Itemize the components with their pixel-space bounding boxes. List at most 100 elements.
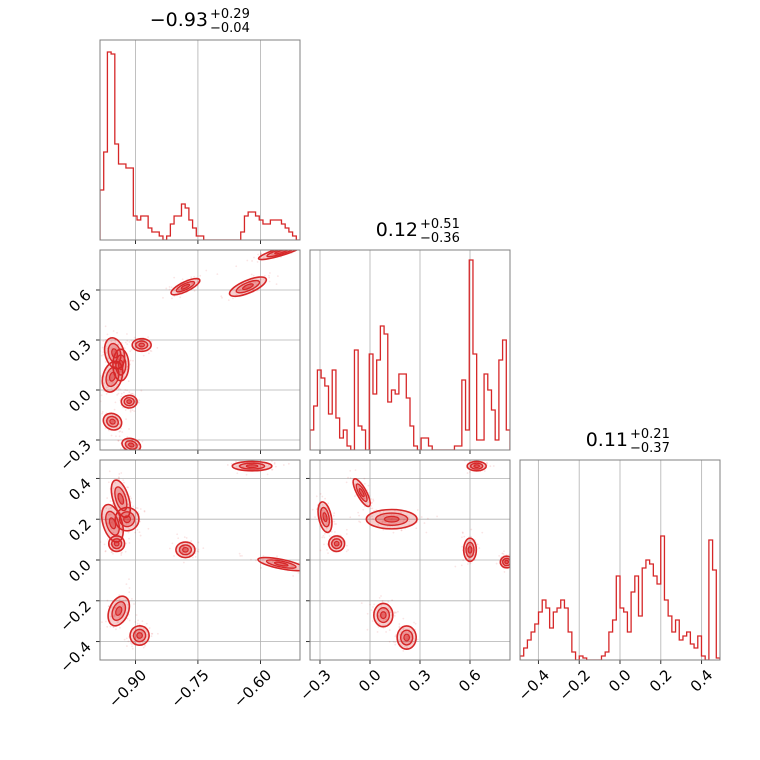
- scatter-point: [267, 464, 270, 467]
- contour-mid: [123, 396, 135, 407]
- scatter-point: [323, 515, 326, 518]
- scatter-point: [104, 325, 107, 328]
- scatter-point: [486, 461, 488, 464]
- scatter-point: [108, 354, 110, 357]
- scatter-point: [134, 346, 136, 349]
- contour-mid: [374, 512, 409, 527]
- scatter-point: [95, 505, 97, 507]
- contour-mid: [114, 486, 128, 512]
- scatter-point: [128, 587, 131, 589]
- scatter-point: [114, 542, 117, 545]
- scatter-point: [329, 541, 332, 544]
- scatter-point: [250, 558, 252, 561]
- x-tick-label: −0.90: [105, 666, 150, 711]
- scatter-point: [511, 567, 513, 569]
- scatter-point: [128, 537, 130, 540]
- scatter-point: [185, 285, 188, 288]
- scatter-point: [128, 340, 131, 343]
- scatter-point: [156, 346, 159, 349]
- scatter-point: [250, 465, 253, 467]
- scatter-point: [104, 427, 107, 430]
- scatter-point: [148, 640, 150, 643]
- scatter-point: [406, 635, 409, 638]
- scatter-point: [134, 401, 137, 403]
- scatter-point: [127, 603, 129, 606]
- scatter-point: [378, 611, 381, 614]
- scatter-point: [503, 550, 505, 553]
- scatter-point: [115, 506, 117, 509]
- scatter-point: [100, 394, 103, 397]
- histogram-1: [310, 259, 510, 450]
- scatter-point: [327, 552, 329, 555]
- contour-mid: [330, 538, 343, 550]
- scatter-point: [469, 562, 472, 565]
- scatter-point: [108, 381, 111, 384]
- scatter-point: [111, 518, 114, 521]
- scatter-point: [128, 542, 131, 544]
- contour-outer: [257, 556, 300, 572]
- scatter-point: [327, 502, 330, 505]
- scatter-point: [382, 520, 384, 523]
- scatter-point: [197, 541, 200, 544]
- scatter-point: [129, 495, 131, 498]
- scatter-point: [273, 461, 276, 464]
- y-tick-label: 0.6: [65, 286, 95, 316]
- scatter-point: [112, 615, 115, 617]
- scatter-point: [129, 350, 132, 353]
- scatter-point: [103, 543, 106, 546]
- scatter-point: [133, 336, 136, 339]
- scatter-point: [271, 468, 274, 471]
- panel-border: [309, 249, 511, 451]
- contour-inner: [383, 515, 400, 523]
- scatter-point: [138, 623, 141, 626]
- y-tick-label: −0.3: [56, 436, 94, 474]
- scatter-point: [118, 598, 121, 601]
- scatter-point: [114, 606, 117, 609]
- x-tick-label: −0.3: [296, 666, 334, 704]
- scatter-point: [282, 464, 285, 466]
- scatter-point: [469, 550, 471, 553]
- y-tick-label: 0.4: [65, 474, 95, 504]
- scatter-point: [271, 253, 274, 256]
- scatter-point: [109, 513, 112, 516]
- scatter-point: [388, 609, 391, 612]
- contour-mid: [265, 559, 297, 569]
- scatter-point: [304, 246, 306, 248]
- scatter-point: [346, 544, 348, 547]
- contour-mid: [111, 601, 127, 622]
- scatter-point: [135, 521, 137, 524]
- scatter-point: [322, 534, 325, 537]
- scatter-point: [141, 440, 144, 443]
- scatter-point: [108, 513, 111, 516]
- scatter-point: [503, 571, 506, 573]
- scatter-point: [126, 389, 128, 392]
- scatter-point: [242, 465, 245, 468]
- scatter-point: [126, 339, 129, 342]
- scatter-point: [390, 518, 393, 521]
- scatter-point: [183, 536, 186, 539]
- contour-inner: [117, 359, 124, 371]
- scatter-point: [107, 513, 110, 516]
- scatter-point: [118, 362, 121, 365]
- scatter-point: [436, 515, 439, 518]
- scatter-point: [270, 468, 273, 471]
- scatter-point: [466, 563, 469, 565]
- scatter-point: [126, 518, 129, 521]
- scatter-point: [238, 552, 241, 555]
- scatter-point: [145, 622, 148, 625]
- contour-mid: [110, 538, 123, 550]
- scatter-point: [236, 472, 239, 475]
- scatter-point: [414, 622, 417, 625]
- scatter-point: [120, 360, 122, 363]
- scatter-point: [119, 365, 122, 368]
- scatter-point: [135, 522, 138, 525]
- contour-outer: [365, 508, 418, 530]
- scatter-point: [190, 276, 193, 279]
- scatter-point: [125, 637, 128, 640]
- scatter-point: [386, 612, 389, 614]
- scatter-point: [402, 628, 404, 631]
- scatter-point: [131, 393, 134, 395]
- scatter-point: [126, 333, 128, 335]
- scatter-point: [286, 247, 288, 249]
- scatter-point: [469, 543, 472, 546]
